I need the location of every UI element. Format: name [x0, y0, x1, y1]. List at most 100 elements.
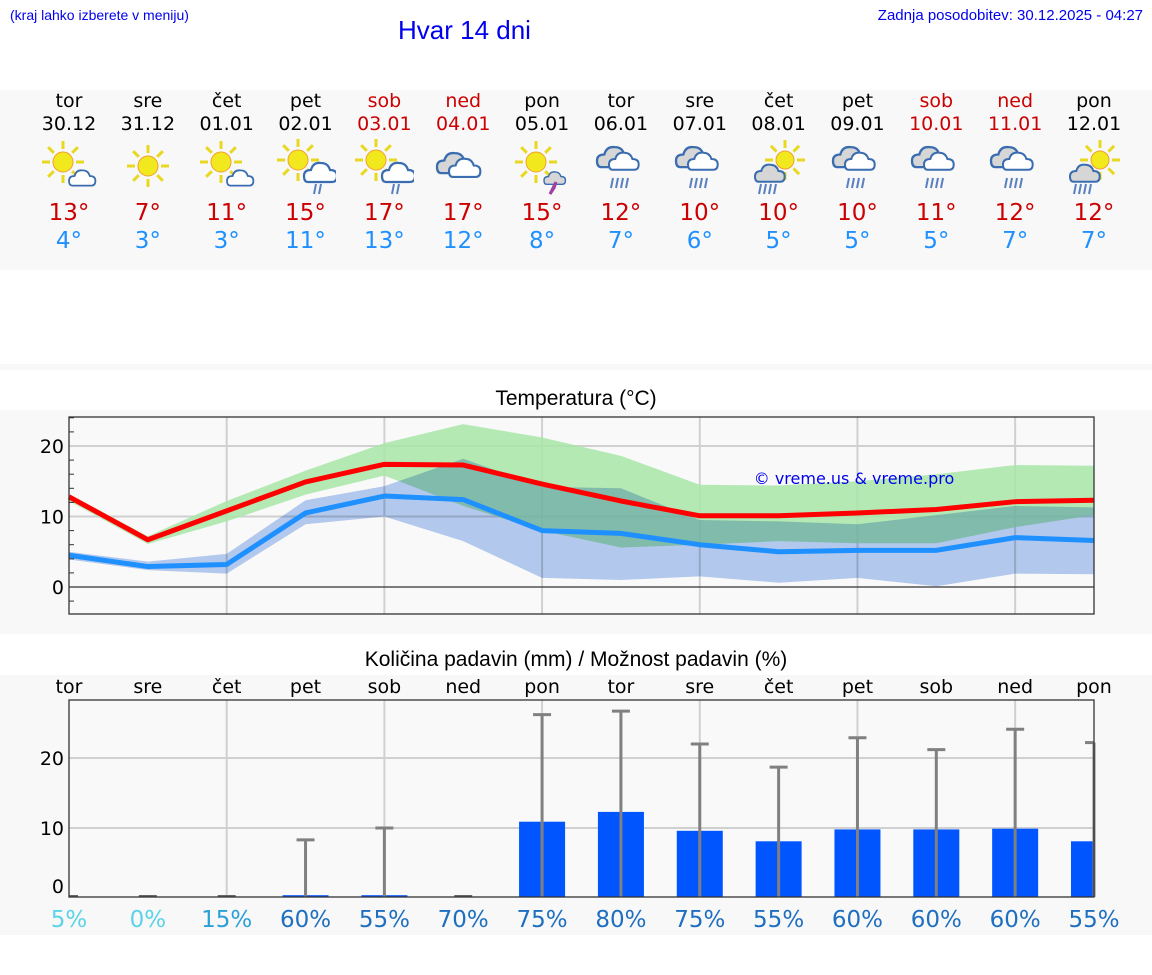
day-name: sre [133, 90, 163, 112]
min-temperature: 5° [844, 228, 871, 254]
plot-frame [68, 416, 1095, 615]
day-label: pet [290, 676, 321, 698]
day-name: čet [763, 90, 794, 112]
precipitation-chart-svg: tor 5% sre 0% čet 15% pet 60% sob 55% ned 70% pon 75%… [40, 676, 1120, 933]
day-forecast: ned 04.01 17° 12° [424, 90, 502, 255]
day-date: 31.12 [120, 113, 176, 135]
precipitation-probability: 80% [595, 907, 646, 933]
max-temperature: 10° [837, 200, 878, 226]
day-date: 04.01 [436, 113, 491, 135]
day-label: čet [212, 676, 242, 698]
max-temperature: 12° [600, 200, 642, 226]
sun-weather-icon [118, 138, 178, 198]
max-temperature-line [67, 461, 1095, 543]
min-temperature: 3° [213, 228, 240, 254]
day-forecast: sob 03.01 17° 13° [345, 90, 423, 255]
day-name: tor [607, 90, 635, 112]
cloud-rain-weather-icon [670, 138, 730, 198]
day-forecast: pon 05.01 15° 8° [503, 90, 581, 255]
day-name: čet [211, 90, 242, 112]
precipitation-chart: tor 5% sre 0% čet 15% pet 60% sob 55% ned 70% pon 75%… [0, 675, 1152, 935]
min-temperature: 3° [134, 228, 161, 254]
max-temperature: 11° [915, 200, 957, 226]
cloud-rain-weather-icon [591, 138, 651, 198]
max-temperature: 12° [1073, 200, 1115, 226]
min-temperature: 5° [923, 228, 950, 254]
day-date: 09.01 [830, 113, 885, 135]
max-temperature: 17° [363, 200, 405, 226]
page-title: Hvar 14 dni [398, 15, 531, 45]
day-name: tor [55, 90, 83, 112]
max-temperature-band [69, 424, 1094, 548]
max-temperature: 7° [134, 200, 161, 226]
day-date: 01.01 [199, 113, 254, 135]
day-date: 10.01 [909, 113, 964, 135]
precipitation-bar [1071, 841, 1094, 897]
precipitation-probability: 55% [1068, 907, 1119, 933]
day-forecast: čet 01.01 11° 3° [188, 90, 266, 255]
day-name: ned [997, 90, 1034, 112]
temperature-chart-title: Temperatura (°C) [495, 387, 657, 410]
min-temperature: 6° [686, 228, 713, 254]
max-temperature: 10° [758, 200, 799, 226]
day-label: čet [764, 676, 794, 698]
min-temperature: 8° [528, 228, 556, 254]
day-forecast: sre 31.12 7° 3° [109, 90, 187, 255]
day-date: 06.01 [593, 113, 649, 135]
min-temperature-line [68, 493, 1095, 570]
y-tick-label: 10 [40, 818, 64, 840]
cloud-rain-weather-icon [827, 138, 887, 198]
day-label: sre [133, 676, 162, 698]
watermark: © vreme.us & vreme.pro [754, 469, 955, 488]
precipitation-probability: 75% [517, 907, 568, 933]
precipitation-probability: 55% [753, 907, 804, 933]
day-label: ned [997, 676, 1033, 698]
min-temperature: 7° [1002, 228, 1029, 254]
min-temperature: 5° [765, 228, 792, 254]
max-temperature: 13° [48, 200, 90, 226]
sun-cloud-weather-icon [197, 138, 257, 198]
min-temperature: 13° [363, 228, 405, 254]
min-temperature: 7° [607, 228, 634, 254]
day-name: sob [919, 90, 954, 112]
cloudy-weather-icon [433, 138, 493, 198]
precipitation-probability: 60% [911, 907, 962, 933]
day-forecast: pet 02.01 15° 11° [267, 90, 345, 255]
sun-cloud-weather-icon [39, 138, 99, 198]
y-tick-label: 0 [52, 876, 64, 898]
day-date: 30.12 [41, 113, 97, 135]
day-date: 08.01 [751, 113, 806, 135]
plot-frame [68, 699, 1095, 898]
rain-sun-weather-icon [1064, 138, 1124, 198]
day-forecast: sob 10.01 11° 5° [897, 90, 975, 255]
day-date: 02.01 [278, 113, 333, 135]
min-temperature-band [69, 458, 1094, 587]
min-temperature: 11° [285, 228, 326, 254]
min-temperature: 7° [1080, 228, 1108, 254]
y-tick-label: 10 [40, 507, 64, 529]
max-temperature: 15° [521, 200, 563, 226]
rain-sun-weather-icon [749, 138, 809, 198]
temperature-chart-svg: 0 10 20 © vreme.us & vreme.pro [40, 416, 1095, 615]
cloud-rain-weather-icon [985, 138, 1045, 198]
precipitation-probability: 5% [51, 907, 88, 933]
temperature-chart: 0 10 20 © vreme.us & vreme.pro [0, 410, 1152, 634]
precipitation-probability: 55% [359, 907, 410, 933]
precipitation-probability: 0% [130, 907, 167, 933]
max-temperature: 10° [679, 200, 721, 226]
day-forecast: tor 06.01 12° 7° [582, 90, 660, 255]
day-date: 07.01 [672, 113, 727, 135]
y-tick-label: 20 [40, 436, 64, 458]
divider [0, 364, 1152, 370]
day-forecast: sre 07.01 10° 6° [661, 90, 739, 255]
max-temperature: 17° [442, 200, 484, 226]
precipitation-probability: 60% [832, 907, 883, 933]
min-temperature: 4° [55, 228, 83, 254]
day-label: sob [368, 676, 402, 698]
day-name: pet [841, 90, 874, 112]
y-tick-label: 20 [40, 748, 64, 770]
last-updated: Zadnja posodobitev: 30.12.2025 - 04:27 [877, 7, 1143, 24]
y-tick-label: 0 [52, 577, 64, 599]
location-hint: (kraj lahko izberete v meniju) [10, 7, 189, 23]
day-date: 12.01 [1066, 113, 1122, 135]
